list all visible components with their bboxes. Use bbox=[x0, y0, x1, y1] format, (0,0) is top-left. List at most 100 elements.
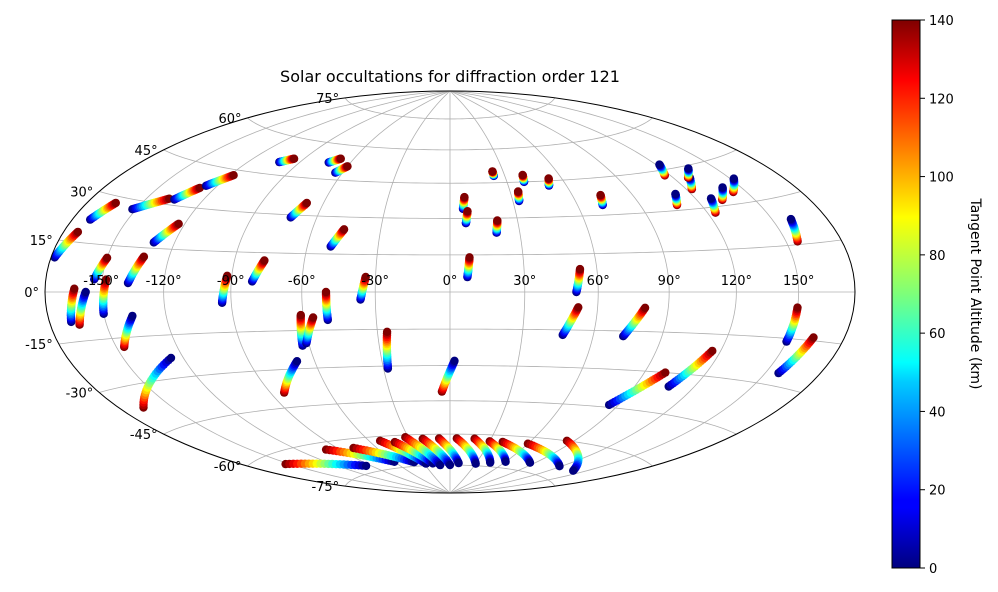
occultation-track bbox=[321, 287, 332, 325]
occultation-track bbox=[326, 225, 349, 251]
occultation-track bbox=[275, 154, 299, 167]
occultation-track bbox=[513, 187, 524, 206]
occultation-track bbox=[604, 368, 670, 410]
colorbar-tick-label: 60 bbox=[929, 327, 946, 342]
longitude-tick-label: 120° bbox=[721, 274, 752, 289]
data-point bbox=[465, 253, 474, 262]
occultation-track bbox=[349, 443, 419, 467]
data-point bbox=[729, 174, 738, 183]
data-point bbox=[339, 225, 349, 234]
colorbar-tick-label: 0 bbox=[929, 562, 937, 577]
data-point bbox=[302, 198, 311, 208]
data-point bbox=[174, 219, 183, 228]
parallel-line bbox=[247, 117, 653, 151]
data-point bbox=[640, 303, 650, 312]
data-point bbox=[661, 368, 670, 377]
occultation-track bbox=[461, 207, 472, 228]
occultation-track bbox=[280, 357, 302, 397]
occultation-track bbox=[170, 183, 204, 204]
occultation-track bbox=[485, 437, 510, 466]
occultation-track bbox=[452, 434, 480, 468]
colorbar-tick-label: 120 bbox=[929, 92, 954, 107]
occultation-track bbox=[331, 162, 352, 177]
occultation-track bbox=[247, 256, 269, 286]
latitude-tick-label: 60° bbox=[218, 112, 241, 127]
latitude-tick-label: 75° bbox=[316, 92, 339, 107]
data-point bbox=[166, 353, 176, 363]
colorbar-tick-label: 80 bbox=[929, 249, 946, 264]
occultation-track bbox=[99, 275, 111, 318]
occultation-track bbox=[75, 287, 90, 329]
occultation-track bbox=[782, 303, 802, 346]
occultation-track bbox=[356, 272, 370, 304]
data-point bbox=[102, 253, 112, 262]
occultation-track bbox=[86, 198, 121, 224]
data-point bbox=[454, 458, 463, 468]
data-point bbox=[361, 461, 371, 471]
occultation-track bbox=[562, 436, 583, 475]
occultation-track bbox=[664, 346, 717, 391]
occultation-track bbox=[470, 434, 495, 467]
occultation-track bbox=[572, 264, 585, 297]
data-point bbox=[525, 458, 535, 467]
latitude-tick-label: 30° bbox=[70, 186, 93, 201]
map-frame bbox=[44, 90, 856, 494]
occultation-track bbox=[382, 327, 393, 373]
data-point bbox=[518, 170, 527, 180]
occultation-track bbox=[729, 174, 739, 197]
data-point bbox=[436, 460, 445, 470]
data-point bbox=[223, 271, 232, 280]
latitude-tick-label: -30° bbox=[66, 387, 94, 402]
colorbar-label: Tangent Point Altitude (km) bbox=[967, 197, 983, 389]
data-point bbox=[128, 311, 137, 321]
latitude-tick-label: 0° bbox=[24, 286, 39, 301]
occultation-track bbox=[201, 171, 238, 190]
longitude-tick-label: 90° bbox=[658, 274, 681, 289]
data-point bbox=[289, 154, 299, 163]
occultation-track bbox=[149, 219, 183, 247]
data-point bbox=[671, 189, 680, 199]
graticule bbox=[45, 91, 855, 493]
occultation-track bbox=[498, 437, 535, 467]
occultation-track bbox=[774, 333, 818, 378]
latitude-tick-label: 15° bbox=[30, 234, 53, 249]
data-point bbox=[296, 310, 305, 320]
occultation-track bbox=[302, 313, 318, 348]
longitude-tick-label: 30° bbox=[513, 274, 536, 289]
occultation-track bbox=[544, 174, 554, 190]
data-point bbox=[555, 462, 564, 471]
latitude-tick-label: -75° bbox=[311, 480, 339, 495]
data-point bbox=[708, 346, 717, 356]
map-area: -150° -120° -90° -60° -30° 0° 30° 60° 90° 120° 150… bbox=[24, 90, 856, 495]
data-point bbox=[574, 303, 583, 312]
data-point bbox=[493, 216, 502, 225]
occultation-track bbox=[418, 434, 455, 470]
colorbar-tick-label: 140 bbox=[929, 14, 954, 29]
occultation-track bbox=[706, 194, 720, 217]
parallel-line bbox=[344, 97, 556, 120]
occultation-track bbox=[683, 164, 693, 182]
parallel-line bbox=[58, 328, 842, 345]
data-point bbox=[501, 457, 510, 466]
data-point bbox=[73, 227, 83, 237]
occultation-track bbox=[596, 190, 607, 210]
colorbar-tick-label: 20 bbox=[929, 484, 946, 499]
occultation-track bbox=[123, 252, 149, 288]
occultation-track bbox=[50, 227, 83, 262]
occultation-track bbox=[518, 170, 529, 187]
latitude-tick-labels: -75° -60° -45° -30° -15° 0° 15° 30° 45° 60° 75° bbox=[24, 92, 339, 495]
data-point bbox=[361, 272, 370, 282]
latitude-tick-label: -15° bbox=[25, 338, 53, 353]
longitude-tick-label: 0° bbox=[443, 274, 458, 289]
occultation-track bbox=[66, 284, 79, 327]
occultation-track bbox=[217, 271, 232, 307]
longitude-tick-label: -60° bbox=[288, 274, 316, 289]
occultation-track bbox=[139, 353, 176, 412]
occultation-track bbox=[655, 160, 669, 180]
data-point bbox=[460, 192, 469, 202]
data-points bbox=[50, 154, 818, 475]
data-point bbox=[382, 327, 392, 336]
data-point bbox=[321, 287, 331, 297]
occultation-track bbox=[434, 434, 463, 468]
occultation-track bbox=[488, 167, 498, 181]
